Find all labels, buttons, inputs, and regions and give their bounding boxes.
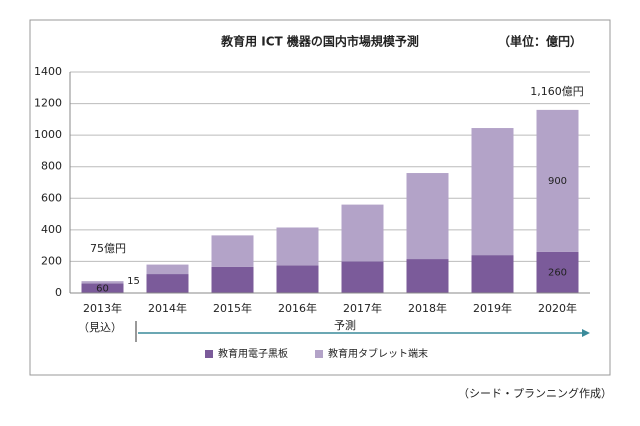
legend-swatch xyxy=(315,350,323,358)
x-tick-label: 2018年 xyxy=(408,301,447,315)
bar-segment xyxy=(406,259,449,293)
x-tick-label: 2019年 xyxy=(473,301,512,315)
chart-frame xyxy=(29,19,611,376)
unit-note: （単位：億円） xyxy=(498,34,582,49)
bar-segment xyxy=(341,204,384,262)
data-label: 15 xyxy=(127,276,140,287)
chart-title: 教育用 ICT 機器の国内市場規模予測 xyxy=(220,34,419,49)
x-tick-label: 2014年 xyxy=(148,301,187,315)
data-label: 260 xyxy=(548,267,567,278)
y-tick-label: 0 xyxy=(55,286,62,299)
source-note: （シード・プランニング作成） xyxy=(458,386,612,400)
data-label: 900 xyxy=(548,176,567,187)
y-tick-label: 800 xyxy=(41,160,62,173)
annotation: 予測 xyxy=(334,318,356,332)
x-tick-label: 2020年 xyxy=(538,301,577,315)
bar-segment xyxy=(211,266,254,293)
bar-segment xyxy=(81,283,124,293)
annotation: 75億円 xyxy=(90,242,126,255)
legend-swatch xyxy=(205,350,213,358)
x-tick-label: 2015年 xyxy=(213,301,252,315)
bar-segment xyxy=(471,128,514,256)
annotation: 1,160億円 xyxy=(530,85,584,98)
legend-label: 教育用電子黒板 xyxy=(218,347,288,360)
bar-segment xyxy=(536,109,579,252)
bar-segment xyxy=(341,261,384,293)
y-tick-label: 1200 xyxy=(34,97,62,110)
annotation: （見込） xyxy=(78,321,122,334)
bar-segment xyxy=(536,251,579,293)
y-tick-label: 400 xyxy=(41,223,62,236)
y-tick-label: 200 xyxy=(41,254,62,267)
data-label: 60 xyxy=(96,283,109,294)
y-tick-label: 600 xyxy=(41,191,62,204)
x-tick-label: 2013年 xyxy=(83,301,122,315)
y-tick-label: 1400 xyxy=(34,65,62,78)
bar-segment xyxy=(406,173,449,260)
x-tick-label: 2016年 xyxy=(278,301,317,315)
bar-segment xyxy=(211,235,254,267)
y-tick-label: 1000 xyxy=(34,128,62,141)
bar-segment xyxy=(471,255,514,293)
x-tick-label: 2017年 xyxy=(343,301,382,315)
legend-label: 教育用タブレット端末 xyxy=(328,347,428,360)
bar-segment xyxy=(146,274,189,293)
bar-segment xyxy=(276,265,319,293)
bar-segment xyxy=(276,227,319,266)
bar-segment xyxy=(81,281,124,284)
arrow-head xyxy=(582,329,590,337)
bar-segment xyxy=(146,264,189,275)
